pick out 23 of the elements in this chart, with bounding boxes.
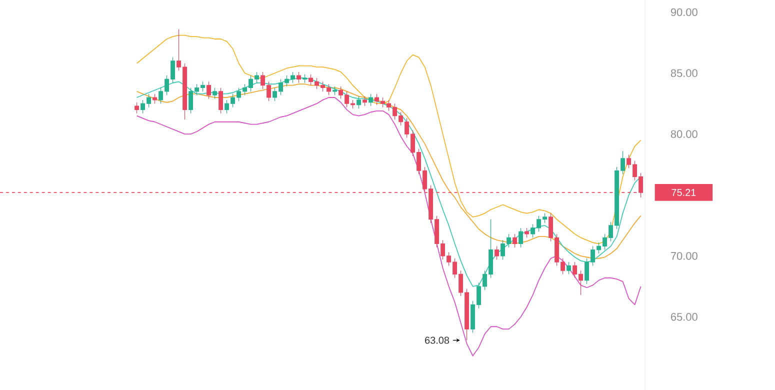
candlestick [356, 96, 362, 109]
candlestick [512, 234, 518, 248]
candlestick [524, 228, 530, 238]
candlestick [362, 96, 368, 106]
annotation: 63.08 [425, 336, 450, 344]
y-tick-label: 65.00 [671, 313, 698, 321]
candlestick [134, 102, 140, 114]
ref-line-label: 75.21 [672, 188, 696, 196]
candlestick [332, 86, 338, 96]
candlestick [212, 87, 218, 100]
candlestick [218, 87, 224, 114]
candlestick [494, 246, 500, 260]
candlestick [368, 94, 374, 106]
y-tick-label: 80.00 [670, 130, 698, 138]
y-tick-label: 85.00 [670, 69, 698, 78]
y-tick-label: 70.00 [671, 252, 698, 260]
candlestick [206, 81, 212, 100]
y-tick-label: 90.00 [670, 8, 698, 16]
candlestick [518, 228, 524, 248]
candlestick [296, 72, 302, 84]
candlestick [152, 94, 158, 104]
candlestick [566, 262, 572, 275]
candlestick [302, 74, 308, 84]
